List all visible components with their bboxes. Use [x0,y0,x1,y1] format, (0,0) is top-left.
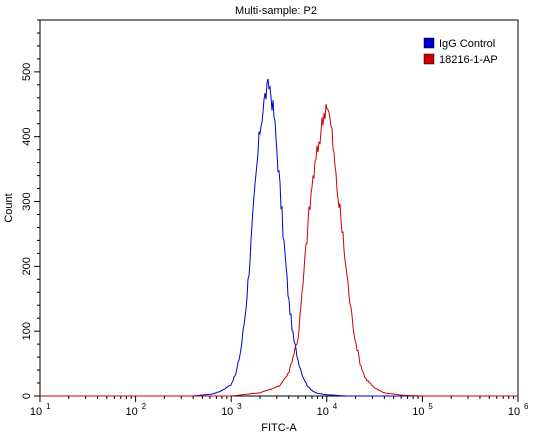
x-tick-label: 10 [508,406,520,418]
chart-title: Multi-sample: P2 [235,5,317,17]
legend-swatch-18216-1-ap [423,53,435,65]
legend-label-18216-1-ap: 18216-1-AP [439,54,498,66]
x-tick-exponent: 5 [428,402,433,411]
y-tick-label: 500 [21,63,33,81]
series-line-18216-1-ap [40,103,518,397]
y-tick-label: 300 [21,192,33,210]
x-axis-label: FITC-A [261,422,297,433]
x-tick-label: 10 [125,406,137,418]
x-axis: 10 1 10 2 10 3 10 4 10 5 10 6 [30,396,529,418]
series-group [40,78,518,397]
plot-area-border [39,19,519,397]
x-tick-label: 10 [221,406,233,418]
y-tick-label: 0 [21,393,33,399]
legend: IgG Control 18216-1-AP [423,37,498,66]
x-tick-exponent: 6 [524,402,529,411]
legend-label-igg-control: IgG Control [439,38,495,50]
legend-swatch-igg-control [423,37,435,49]
y-tick-label: 100 [21,322,33,340]
y-tick-label: 400 [21,128,33,146]
x-tick-label: 10 [412,406,424,418]
y-tick-label: 200 [21,257,33,275]
x-tick-label: 10 [317,406,329,418]
y-axis-label: Count [3,193,15,222]
x-tick-label: 10 [30,406,42,418]
y-axis: 0 100 200 300 400 500 [21,19,40,399]
x-tick-exponent: 4 [333,402,338,411]
x-tick-exponent: 2 [142,402,147,411]
x-tick-exponent: 3 [237,402,242,411]
x-tick-exponent: 1 [46,402,51,411]
